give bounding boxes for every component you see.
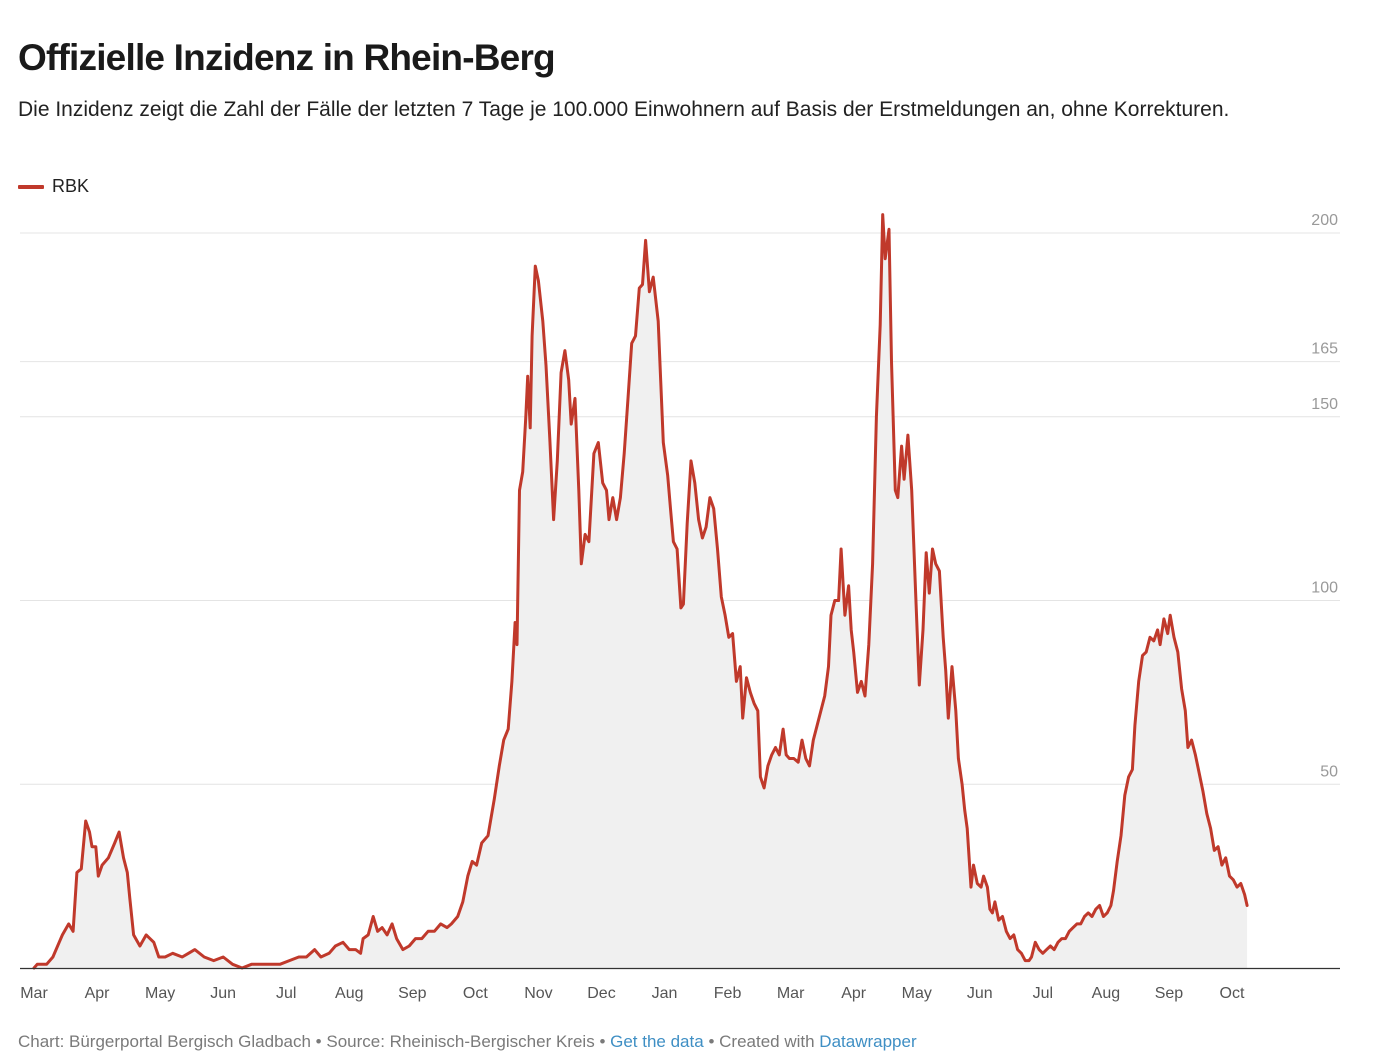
x-tick-label: Oct	[1220, 985, 1245, 1002]
x-tick-label: Jun	[967, 985, 993, 1002]
get-the-data-link[interactable]: Get the data	[610, 1032, 704, 1051]
footer-source: Source: Rheinisch-Bergischer Kreis	[326, 1032, 595, 1051]
y-tick-label: 100	[1311, 580, 1338, 597]
gridlines	[20, 232, 1340, 785]
x-tick-label: Feb	[714, 985, 742, 1002]
x-tick-label: Sep	[1155, 985, 1184, 1002]
footer-chart-credit: Chart: Bürgerportal Bergisch Gladbach	[18, 1032, 311, 1051]
series-line-rbk	[32, 213, 1249, 970]
y-tick-label: 150	[1311, 396, 1338, 413]
x-tick-label: Jun	[210, 985, 236, 1002]
x-tick-label: Apr	[85, 985, 111, 1002]
legend-label-rbk: RBK	[52, 176, 90, 196]
x-tick-label: Dec	[587, 985, 615, 1002]
x-tick-label: May	[902, 985, 932, 1002]
footer-separator: •	[315, 1032, 322, 1051]
x-tick-label: Apr	[841, 985, 867, 1002]
footer: Chart: Bürgerportal Bergisch Gladbach • …	[18, 1032, 917, 1052]
x-tick-label: May	[145, 985, 175, 1002]
x-tick-label: Mar	[777, 985, 805, 1002]
chart-title: Offizielle Inzidenz in Rhein-Berg	[18, 37, 556, 78]
incidence-chart: 50 100 150 165 200 Mar Apr May Jun Jul Aug Sep Oct N…	[20, 212, 1340, 1002]
legend: RBK	[18, 176, 89, 197]
x-tick-label: Jul	[1033, 985, 1053, 1002]
x-tick-label: Mar	[20, 985, 48, 1002]
x-tick-label: Sep	[398, 985, 427, 1002]
series-line-layer	[32, 213, 1249, 970]
legend-line-swatch	[18, 184, 44, 189]
x-tick-label: Jul	[276, 985, 296, 1002]
y-tick-label: 200	[1311, 212, 1338, 229]
chart-subtitle: Die Inzidenz zeigt die Zahl der Fälle de…	[18, 98, 1230, 121]
datawrapper-link[interactable]: Datawrapper	[819, 1032, 917, 1051]
footer-separator: •	[708, 1032, 715, 1051]
x-tick-label: Aug	[335, 985, 363, 1002]
x-tick-label: Jan	[652, 985, 678, 1002]
y-tick-label: 165	[1311, 341, 1338, 358]
y-tick-label: 50	[1320, 763, 1338, 780]
x-axis-ticks: Mar Apr May Jun Jul Aug Sep Oct Nov Dec Jan Feb Mar A…	[20, 985, 1245, 1002]
x-tick-label: Oct	[463, 985, 488, 1002]
y-axis-ticks: 50 100 150 165 200	[1311, 212, 1338, 780]
area-fill-layer	[34, 214, 1248, 969]
footer-created-with: Created with	[719, 1032, 815, 1051]
x-tick-label: Nov	[524, 985, 552, 1002]
x-tick-label: Aug	[1092, 985, 1120, 1002]
footer-separator: •	[599, 1032, 606, 1051]
series-area-rbk	[34, 214, 1248, 969]
